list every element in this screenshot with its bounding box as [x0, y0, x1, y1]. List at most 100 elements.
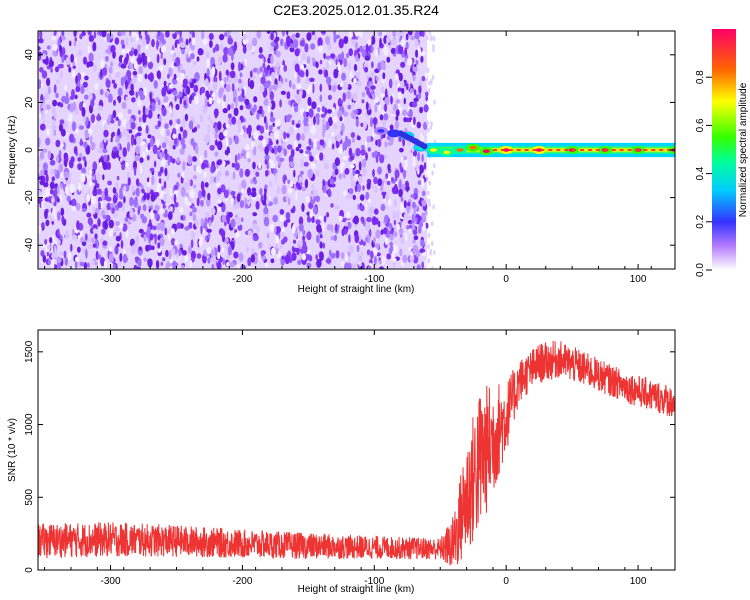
noise-blob [195, 219, 199, 228]
noise-blob [352, 92, 358, 102]
noise-blob [135, 145, 141, 155]
noise-blob [156, 102, 162, 111]
noise-blob [181, 171, 185, 178]
noise-blob [55, 92, 59, 99]
noise-blob [46, 251, 50, 257]
noise-blob [195, 165, 202, 173]
noise-blob [264, 146, 269, 155]
noise-blob [182, 78, 188, 86]
noise-blob [384, 88, 388, 98]
noise-blob [350, 172, 354, 182]
noise-blob [417, 180, 422, 186]
noise-blob [305, 195, 311, 203]
noise-blob [189, 259, 193, 268]
noise-blob [346, 221, 352, 230]
noise-blob [167, 156, 171, 166]
noise-blob [406, 206, 410, 214]
noise-blob [206, 247, 212, 255]
noise-blob [137, 100, 142, 107]
noise-blob [316, 116, 320, 126]
noise-blob [143, 192, 147, 201]
noise-blob [423, 162, 427, 170]
noise-blob [270, 41, 276, 47]
noise-blob [384, 236, 389, 246]
noise-blob [412, 229, 418, 236]
colorbar-tick-label: 0.8 [695, 70, 706, 84]
noise-blob [296, 74, 301, 84]
noise-blob [401, 87, 405, 95]
noise-blob [135, 187, 140, 197]
noise-blob [260, 251, 265, 257]
noise-blob [129, 196, 134, 207]
noise-blob [131, 31, 136, 38]
noise-blob [365, 152, 368, 161]
noise-blob [427, 190, 430, 196]
noise-blob [236, 193, 241, 203]
noise-blob [310, 162, 317, 169]
noise-blob [373, 236, 376, 244]
noise-blob [284, 254, 290, 265]
noise-blob [123, 196, 126, 204]
noise-blob [253, 168, 257, 175]
noise-blob [399, 227, 404, 236]
noise-blob [103, 260, 108, 269]
noise-blob [39, 67, 44, 73]
noise-blob [411, 201, 416, 209]
signal-peak-segment [493, 149, 497, 151]
noise-blob [361, 217, 365, 224]
noise-blob [87, 31, 92, 36]
noise-blob [142, 105, 146, 116]
noise-blob [120, 39, 125, 46]
y-tick-label: 1500 [24, 340, 35, 363]
noise-blob [54, 168, 57, 175]
noise-blob [54, 253, 59, 258]
noise-blob [53, 84, 57, 94]
noise-blob [160, 127, 166, 136]
noise-blob [75, 86, 81, 93]
noise-blob [118, 96, 122, 104]
noise-blob [396, 82, 401, 88]
noise-blob [68, 40, 72, 47]
noise-blob [320, 31, 325, 34]
noise-blob [412, 155, 416, 164]
noise-blob [141, 37, 147, 47]
noise-blob [248, 131, 251, 139]
noise-blob [175, 56, 181, 67]
noise-blob [370, 250, 374, 260]
noise-blob [410, 67, 413, 73]
noise-blob [93, 64, 97, 72]
signal-dispersion [421, 143, 428, 150]
noise-blob [360, 122, 364, 127]
noise-blob [380, 203, 386, 212]
noise-blob [337, 146, 343, 155]
noise-blob [222, 53, 228, 63]
noise-blob [423, 122, 428, 130]
noise-blob [414, 31, 420, 40]
noise-blob [135, 33, 139, 42]
noise-blob [312, 188, 318, 197]
noise-blob [101, 67, 108, 76]
y-tick-label: 40 [24, 49, 35, 61]
noise-blob [386, 180, 391, 186]
noise-blob [144, 44, 149, 50]
noise-blob [375, 155, 379, 163]
noise-blob [299, 70, 305, 78]
noise-blob [122, 223, 128, 232]
noise-blob [156, 222, 161, 231]
noise-blob [225, 69, 229, 76]
noise-blob [371, 93, 376, 100]
noise-blob [145, 108, 149, 116]
noise-blob [350, 132, 356, 138]
noise-blob [287, 197, 291, 206]
noise-blob [159, 152, 163, 161]
snr-y-label: SNR (10 * v/v) [7, 418, 18, 482]
noise-blob [138, 56, 143, 64]
noise-blob [263, 56, 266, 63]
noise-blob [125, 36, 129, 46]
noise-blob [405, 41, 409, 50]
noise-blob [289, 181, 294, 188]
noise-blob [268, 181, 273, 187]
noise-blob [41, 200, 44, 210]
noise-blob [244, 203, 249, 209]
noise-blob [52, 207, 56, 216]
